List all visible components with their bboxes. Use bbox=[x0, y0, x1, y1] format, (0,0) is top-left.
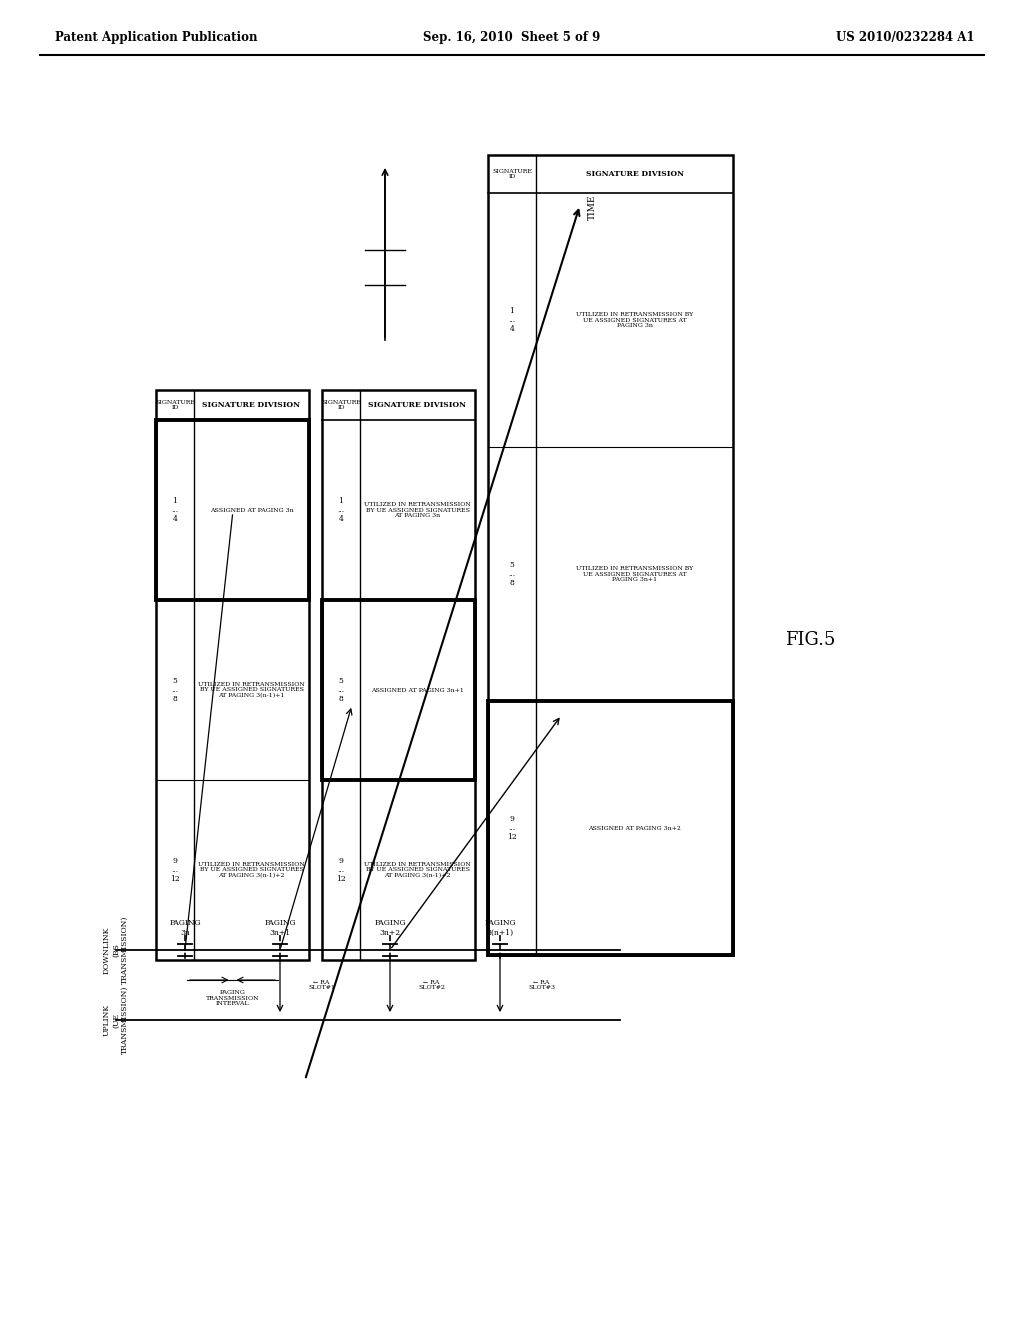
Text: 9
...
12: 9 ... 12 bbox=[170, 857, 180, 883]
Text: PAGING
3n+2: PAGING 3n+2 bbox=[374, 920, 406, 937]
Text: PAGING
3n+1: PAGING 3n+1 bbox=[264, 920, 296, 937]
Bar bbox=[156, 389, 309, 960]
Text: ASSIGNED AT PAGING 3n: ASSIGNED AT PAGING 3n bbox=[210, 507, 293, 512]
Text: SIGNATURE DIVISION: SIGNATURE DIVISION bbox=[369, 401, 467, 409]
Bar bbox=[322, 601, 475, 780]
Text: 5
...
8: 5 ... 8 bbox=[509, 561, 515, 587]
Text: Patent Application Publication: Patent Application Publication bbox=[55, 32, 257, 45]
Text: 9
...
12: 9 ... 12 bbox=[507, 814, 517, 841]
Text: DOWNLINK
(BS
TRANSMISSION): DOWNLINK (BS TRANSMISSION) bbox=[102, 916, 129, 985]
Text: SIGNATURE
ID: SIGNATURE ID bbox=[322, 400, 360, 411]
Text: ASSIGNED AT PAGING 3n+1: ASSIGNED AT PAGING 3n+1 bbox=[371, 688, 464, 693]
Text: TIME: TIME bbox=[588, 195, 597, 220]
Bar bbox=[156, 420, 309, 601]
Text: UTILIZED IN RETRANSMISSION BY
UE ASSIGNED SIGNATURES AT
PAGING 3n: UTILIZED IN RETRANSMISSION BY UE ASSIGNE… bbox=[575, 312, 693, 329]
Text: UTILIZED IN RETRANSMISSION
BY UE ASSIGNED SIGNATURES
AT PAGING 3(n-1)+2: UTILIZED IN RETRANSMISSION BY UE ASSIGNE… bbox=[198, 862, 305, 878]
Text: ← RA
SLOT#1: ← RA SLOT#1 bbox=[308, 979, 335, 990]
Text: UTILIZED IN RETRANSMISSION
BY UE ASSIGNED SIGNATURES
AT PAGING 3(n-1)+1: UTILIZED IN RETRANSMISSION BY UE ASSIGNE… bbox=[198, 681, 305, 698]
Text: ASSIGNED AT PAGING 3n+2: ASSIGNED AT PAGING 3n+2 bbox=[588, 825, 681, 830]
Text: ← RA
SLOT#2: ← RA SLOT#2 bbox=[418, 979, 445, 990]
Bar bbox=[488, 154, 733, 954]
Text: ← RA
SLOT#3: ← RA SLOT#3 bbox=[528, 979, 555, 990]
Text: UPLINK
(UE
TRANSMISSION): UPLINK (UE TRANSMISSION) bbox=[102, 986, 129, 1055]
Text: SIGNATURE DIVISION: SIGNATURE DIVISION bbox=[203, 401, 300, 409]
Text: 5
...
8: 5 ... 8 bbox=[338, 677, 344, 704]
Text: FIG.5: FIG.5 bbox=[784, 631, 836, 649]
Text: 5
...
8: 5 ... 8 bbox=[171, 677, 178, 704]
Text: SIGNATURE DIVISION: SIGNATURE DIVISION bbox=[586, 170, 683, 178]
Text: Sep. 16, 2010  Sheet 5 of 9: Sep. 16, 2010 Sheet 5 of 9 bbox=[423, 32, 601, 45]
Bar bbox=[322, 389, 475, 960]
Text: UTILIZED IN RETRANSMISSION BY
UE ASSIGNED SIGNATURES AT
PAGING 3n+1: UTILIZED IN RETRANSMISSION BY UE ASSIGNE… bbox=[575, 566, 693, 582]
Text: 9
...
12: 9 ... 12 bbox=[336, 857, 346, 883]
Text: US 2010/0232284 A1: US 2010/0232284 A1 bbox=[837, 32, 975, 45]
Text: PAGING
3(n+1): PAGING 3(n+1) bbox=[484, 920, 516, 937]
Text: 1
...
4: 1 ... 4 bbox=[171, 496, 178, 523]
Text: UTILIZED IN RETRANSMISSION
BY UE ASSIGNED SIGNATURES
AT PAGING 3(n-1)+2: UTILIZED IN RETRANSMISSION BY UE ASSIGNE… bbox=[365, 862, 471, 878]
Text: 1
...
4: 1 ... 4 bbox=[509, 306, 515, 333]
Text: UTILIZED IN RETRANSMISSION
BY UE ASSIGNED SIGNATURES
AT PAGING 3n: UTILIZED IN RETRANSMISSION BY UE ASSIGNE… bbox=[365, 502, 471, 519]
Text: SIGNATURE
ID: SIGNATURE ID bbox=[155, 400, 195, 411]
Text: SIGNATURE
ID: SIGNATURE ID bbox=[493, 169, 531, 180]
Text: PAGING
3n: PAGING 3n bbox=[169, 920, 201, 937]
Text: PAGING
TRANSMISSION
INTERVAL: PAGING TRANSMISSION INTERVAL bbox=[206, 990, 259, 1006]
Bar bbox=[488, 701, 733, 954]
Text: 1
...
4: 1 ... 4 bbox=[338, 496, 344, 523]
